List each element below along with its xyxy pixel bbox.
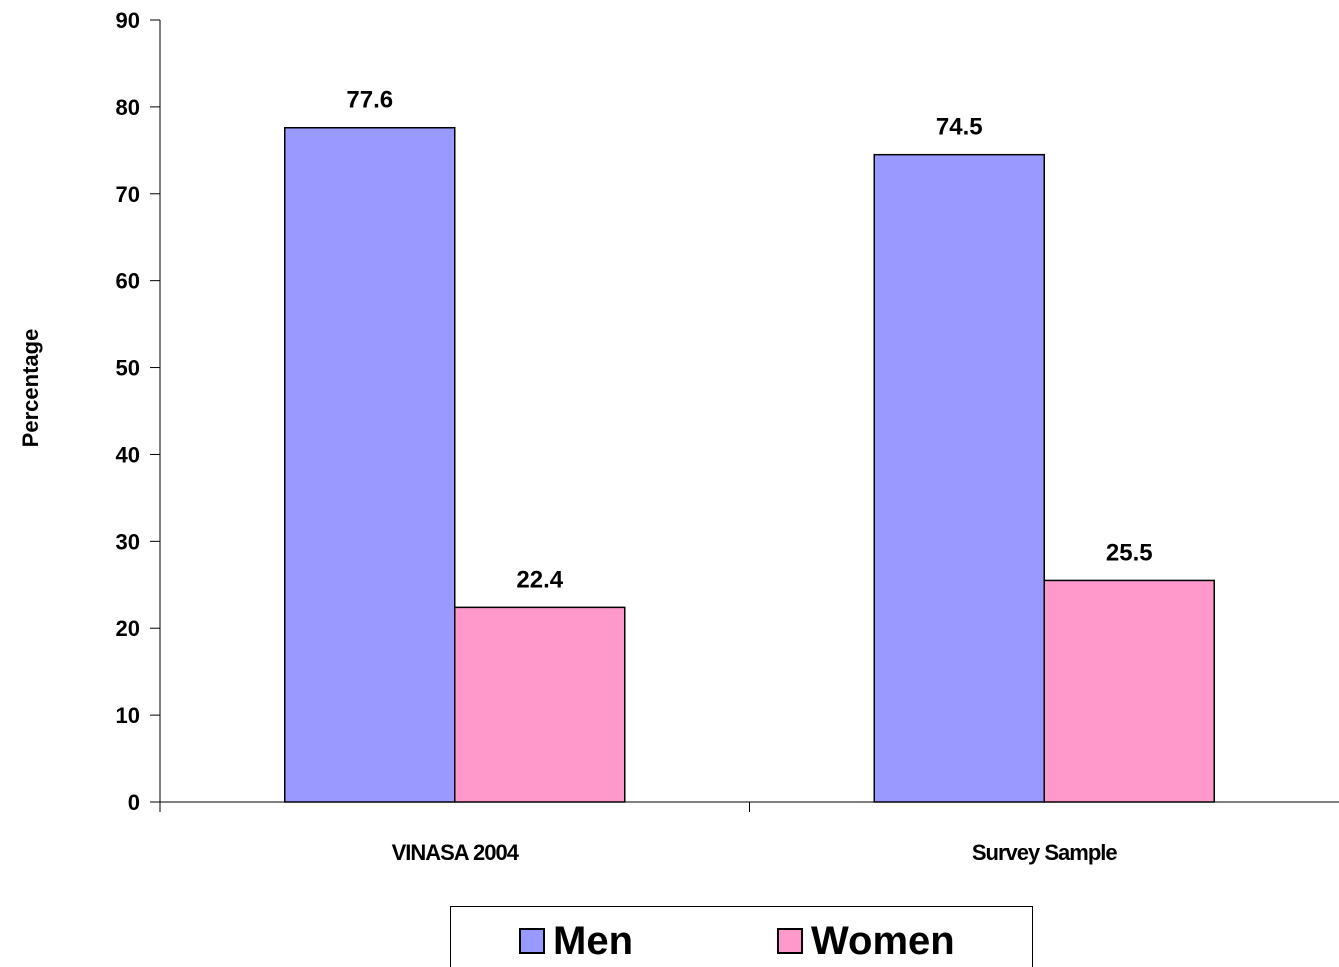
legend-swatch-women (777, 928, 803, 954)
legend-swatch-men (519, 928, 545, 954)
legend-label-men: Men (553, 919, 633, 963)
y-tick-label-70: 70 (116, 182, 140, 207)
y-axis-title: Percentage (18, 329, 43, 448)
y-tick-label-60: 60 (116, 269, 140, 294)
legend: Men Women (450, 906, 1033, 967)
y-tick-label-40: 40 (116, 442, 140, 467)
y-axis: 0 10 20 30 40 50 60 70 80 90 (116, 8, 161, 815)
bar-men-1 (873, 153, 1045, 803)
y-tick-label-50: 50 (116, 356, 140, 381)
bar-women-0 (454, 606, 626, 803)
bars (284, 126, 1215, 803)
bar-men-0 (284, 126, 456, 803)
data-labels: 77.6 22.4 74.5 25.5 (346, 87, 1152, 594)
x-tick-label-0: VINASA 2004 (392, 840, 520, 865)
data-label-men-0: 77.6 (346, 87, 393, 114)
bar-women-1 (1043, 579, 1215, 803)
y-tick-label-30: 30 (116, 529, 140, 554)
y-tick-label-80: 80 (116, 95, 140, 120)
legend-entry-men: Men (519, 919, 633, 963)
legend-label-women: Women (811, 919, 955, 963)
data-label-men-1: 74.5 (936, 114, 983, 141)
data-label-women-1: 25.5 (1106, 539, 1153, 566)
legend-entry-women: Women (777, 919, 955, 963)
data-label-women-0: 22.4 (516, 566, 563, 593)
y-tick-label-20: 20 (116, 616, 140, 641)
x-axis: VINASA 2004 Survey Sample (159, 801, 1339, 865)
y-tick-label-90: 90 (116, 8, 140, 33)
y-tick-label-0: 0 (128, 790, 140, 815)
x-tick-label-1: Survey Sample (972, 840, 1118, 865)
y-tick-label-10: 10 (116, 703, 140, 728)
